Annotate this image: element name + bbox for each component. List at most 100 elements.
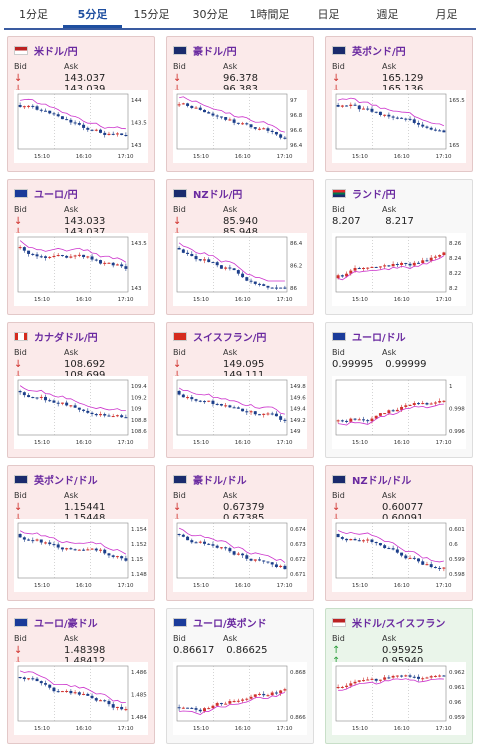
rate-card[interactable]: NZドル/円 Bid Ask ↓85.940 ↓85.948 86.4 86.2 86 15:… [166, 179, 314, 315]
rate-card[interactable]: カナダドル/円 Bid Ask ↓108.692 ↓108.699 109.4 109.2… [7, 322, 155, 458]
candle-body [378, 111, 382, 115]
pair-name[interactable]: 英ポンド/ドル [34, 476, 98, 487]
rate-card[interactable]: ユーロ/英ポンド Bid Ask 0.86617 0.86625 0.868 0.866 1… [166, 608, 314, 744]
y-tick-label: 1.485 [131, 693, 147, 699]
rate-card[interactable]: ランド/円 Bid Ask 8.207 8.217 8.26 8.24 8.22 8.2 15:… [325, 179, 473, 315]
tab-6[interactable]: 週足 [376, 8, 399, 21]
moving-average [20, 98, 126, 130]
rate-card[interactable]: ユーロ/豪ドル Bid Ask ↓1.48398 ↓1.48412 1.486 1.485… [7, 608, 155, 744]
bid-ask-values: ↓85.940 ↓85.948 [173, 216, 313, 238]
pair-name[interactable]: ユーロ/ドル [352, 333, 406, 344]
mini-chart[interactable]: 0.674 0.673 0.672 0.671 15:10 16:10 17:10 [173, 519, 307, 592]
ask-label: Ask [64, 348, 79, 357]
rate-card[interactable]: 豪ドル/円 Bid Ask ↓96.378 ↓96.383 97 96.8 96.6 96.4… [166, 36, 314, 172]
pair-name[interactable]: カナダドル/円 [34, 333, 98, 344]
rate-card[interactable]: 英ポンド/円 Bid Ask ↓165.129 ↓165.136 165.5 165 15:… [325, 36, 473, 172]
mini-chart[interactable]: 1.154 1.152 1.15 1.148 15:10 16:10 17:10 [14, 519, 148, 592]
mini-chart[interactable]: 149.8 149.6 149.4 149.2 149 15:10 16:10 17:10 [173, 376, 307, 449]
candle-body [82, 409, 86, 411]
y-tick-label: 0.996 [449, 429, 465, 435]
candle-body [115, 706, 119, 708]
mini-chart[interactable]: 1.486 1.485 1.484 15:10 16:10 17:10 [14, 662, 148, 735]
mini-chart[interactable]: 0.962 0.961 0.96 0.959 15:10 16:10 17:10 [332, 662, 466, 735]
pair-name[interactable]: ユーロ/豪ドル [34, 619, 98, 630]
candle-body [262, 413, 266, 415]
tab-5[interactable]: 日足 [317, 8, 340, 21]
candle-body [249, 280, 253, 282]
y-tick-label: 0.868 [290, 670, 306, 676]
pair-name[interactable]: ユーロ/円 [34, 190, 78, 201]
bid-ask-labels: Bid Ask [173, 348, 273, 357]
candle-body [211, 705, 215, 709]
ask-value: ↓0.60091 [332, 513, 423, 524]
mini-chart[interactable]: 0.601 0.6 0.599 0.598 15:10 16:10 17:10 [332, 519, 466, 592]
candle-body [219, 116, 223, 118]
candle-body [336, 687, 340, 689]
tab-1[interactable]: 5分足 [63, 0, 122, 28]
rate-card[interactable]: ユーロ/ドル Bid Ask 0.99995 0.99999 1 0.998 0.996 15… [325, 322, 473, 458]
candle-body [69, 690, 73, 694]
candle-body [417, 676, 420, 679]
rate-card[interactable]: 英ポンド/ドル Bid Ask ↓1.15441 ↓1.15448 1.154 1.152… [7, 465, 155, 601]
rate-card[interactable]: ユーロ/円 Bid Ask ↓143.033 ↓143.037 143.5 143 15:1… [7, 179, 155, 315]
y-tick-label: 149.4 [290, 407, 306, 413]
moving-average [19, 240, 127, 263]
candle-body [383, 545, 387, 549]
pair-name[interactable]: 米ドル/円 [34, 47, 78, 58]
ask-label: Ask [223, 348, 238, 357]
candle-body [404, 405, 408, 407]
candle-body [353, 681, 357, 684]
candle-body [387, 265, 391, 267]
candle-body [111, 704, 115, 708]
tab-7[interactable]: 月足 [435, 8, 458, 21]
candle-body [107, 262, 111, 264]
pair-name[interactable]: NZドル/円 [193, 190, 243, 201]
candle-body [266, 561, 270, 563]
bid-label: Bid [14, 348, 27, 357]
mini-chart[interactable]: 0.868 0.866 15:10 16:10 17:10 [173, 662, 307, 735]
pair-name[interactable]: 豪ドル/円 [193, 47, 237, 58]
mini-chart[interactable]: 97 96.8 96.6 96.4 15:10 16:10 17:10 [173, 90, 307, 163]
pair-name[interactable]: ランド/円 [352, 190, 396, 201]
tab-0[interactable]: 1分足 [19, 8, 48, 21]
candle-body [103, 132, 107, 135]
mini-chart[interactable]: 8.26 8.24 8.22 8.2 15:10 16:10 17:10 [332, 233, 466, 306]
candle-body [395, 675, 399, 677]
tab-4[interactable]: 1時間足 [249, 8, 290, 21]
pair-title: ユーロ/円 [14, 186, 78, 201]
x-tick-label: 15:10 [193, 726, 209, 732]
tab-2[interactable]: 15分足 [133, 8, 170, 21]
candle-body [336, 534, 340, 538]
mini-chart[interactable]: 144 143.5 143 15:10 16:10 17:10 [14, 90, 148, 163]
pair-name[interactable]: 豪ドル/ドル [193, 476, 247, 487]
pair-name[interactable]: スイスフラン/円 [193, 333, 267, 344]
down-arrow-icon: ↓ [14, 73, 23, 84]
candle-body [425, 677, 429, 679]
pair-title: カナダドル/円 [14, 329, 98, 344]
candle-body [374, 541, 378, 544]
tab-3[interactable]: 30分足 [192, 8, 229, 21]
mini-chart[interactable]: 165.5 165 15:10 16:10 17:10 [332, 90, 466, 163]
flag-au-icon [173, 46, 187, 55]
bid-ask-labels: Bid Ask [173, 62, 273, 71]
mini-chart[interactable]: 1 0.998 0.996 15:10 16:10 17:10 [332, 376, 466, 449]
mini-chart[interactable]: 109.4 109.2 109 108.8 108.6 15:10 16:10 17:10 [14, 376, 148, 449]
candle-body [408, 405, 412, 407]
mini-chart[interactable]: 143.5 143 15:10 16:10 17:10 [14, 233, 148, 306]
candle-body [103, 414, 107, 416]
candle-body [442, 130, 446, 133]
pair-name[interactable]: NZドル/ドル [352, 476, 412, 487]
mini-chart[interactable]: 86.4 86.2 86 15:10 16:10 17:10 [173, 233, 307, 306]
pair-name[interactable]: 英ポンド/円 [352, 47, 406, 58]
pair-name[interactable]: 米ドル/スイスフラン [352, 619, 446, 630]
candle-body [99, 260, 102, 264]
candle-body [345, 420, 349, 422]
candle-body [258, 693, 261, 695]
pair-name[interactable]: ユーロ/英ポンド [193, 619, 267, 630]
candle-body [245, 123, 249, 125]
